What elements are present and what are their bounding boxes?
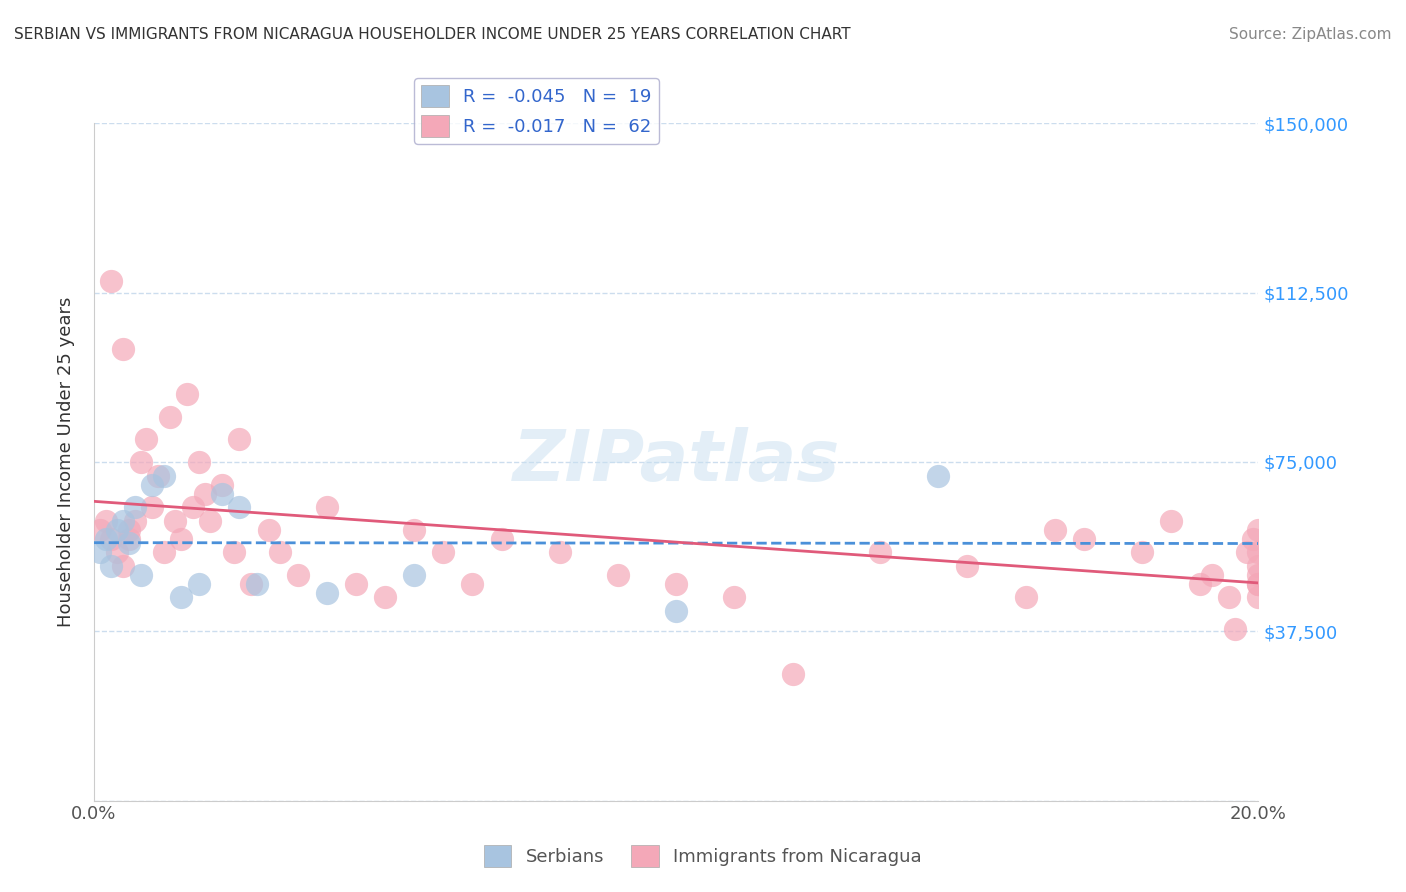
Point <box>1130 545 1153 559</box>
Point <box>315 500 337 515</box>
Text: Source: ZipAtlas.com: Source: ZipAtlas.com <box>1229 27 1392 42</box>
Point <box>344 577 367 591</box>
Point <box>607 567 630 582</box>
Y-axis label: Householder Income Under 25 years: Householder Income Under 25 years <box>58 297 75 627</box>
Point <box>94 532 117 546</box>
Point <box>1189 577 1212 591</box>
Point <box>105 523 128 537</box>
Point <box>89 545 111 559</box>
Point <box>118 523 141 537</box>
Point <box>112 342 135 356</box>
Point <box>665 604 688 618</box>
Point <box>165 514 187 528</box>
Point <box>246 577 269 591</box>
Point <box>1223 622 1246 636</box>
Point <box>1247 523 1270 537</box>
Point <box>228 433 250 447</box>
Point <box>100 558 122 573</box>
Point <box>1218 591 1240 605</box>
Point <box>1247 591 1270 605</box>
Point <box>782 667 804 681</box>
Point <box>112 514 135 528</box>
Point <box>240 577 263 591</box>
Text: ZIPatlas: ZIPatlas <box>513 427 839 497</box>
Point <box>200 514 222 528</box>
Point <box>141 500 163 515</box>
Legend: R =  -0.045   N =  19, R =  -0.017   N =  62: R = -0.045 N = 19, R = -0.017 N = 62 <box>415 78 658 144</box>
Point <box>1043 523 1066 537</box>
Point <box>170 532 193 546</box>
Point <box>105 545 128 559</box>
Point <box>153 545 176 559</box>
Point <box>153 468 176 483</box>
Point <box>159 409 181 424</box>
Point <box>315 586 337 600</box>
Legend: Serbians, Immigrants from Nicaragua: Serbians, Immigrants from Nicaragua <box>477 838 929 874</box>
Point <box>1247 558 1270 573</box>
Point <box>193 486 215 500</box>
Point <box>211 486 233 500</box>
Point <box>1241 532 1264 546</box>
Point <box>129 455 152 469</box>
Point <box>1236 545 1258 559</box>
Point <box>461 577 484 591</box>
Point <box>94 514 117 528</box>
Point <box>404 567 426 582</box>
Point <box>1247 577 1270 591</box>
Point <box>1201 567 1223 582</box>
Point <box>287 567 309 582</box>
Point <box>869 545 891 559</box>
Point <box>170 591 193 605</box>
Point <box>723 591 745 605</box>
Point <box>146 468 169 483</box>
Point <box>257 523 280 537</box>
Point <box>176 387 198 401</box>
Point <box>269 545 291 559</box>
Point <box>491 532 513 546</box>
Point <box>956 558 979 573</box>
Point <box>222 545 245 559</box>
Point <box>181 500 204 515</box>
Point <box>124 514 146 528</box>
Point <box>141 477 163 491</box>
Point <box>665 577 688 591</box>
Point <box>228 500 250 515</box>
Point <box>1247 567 1270 582</box>
Point <box>1073 532 1095 546</box>
Point <box>374 591 396 605</box>
Point <box>432 545 454 559</box>
Point <box>187 455 209 469</box>
Point <box>187 577 209 591</box>
Point <box>89 523 111 537</box>
Point <box>1247 545 1270 559</box>
Point <box>548 545 571 559</box>
Point <box>404 523 426 537</box>
Point <box>118 532 141 546</box>
Point <box>1247 577 1270 591</box>
Point <box>100 532 122 546</box>
Point <box>1160 514 1182 528</box>
Point <box>112 558 135 573</box>
Point <box>1014 591 1036 605</box>
Point <box>100 274 122 288</box>
Point <box>118 536 141 550</box>
Point <box>124 500 146 515</box>
Point <box>129 567 152 582</box>
Point <box>135 433 157 447</box>
Text: SERBIAN VS IMMIGRANTS FROM NICARAGUA HOUSEHOLDER INCOME UNDER 25 YEARS CORRELATI: SERBIAN VS IMMIGRANTS FROM NICARAGUA HOU… <box>14 27 851 42</box>
Point <box>211 477 233 491</box>
Point <box>927 468 949 483</box>
